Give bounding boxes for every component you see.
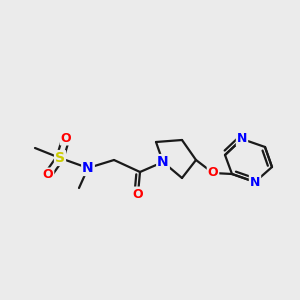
Text: N: N [82,161,94,175]
Text: O: O [133,188,143,200]
Text: O: O [43,169,53,182]
Text: S: S [55,151,65,165]
Text: N: N [157,155,169,169]
Text: N: N [250,176,260,188]
Text: O: O [61,131,71,145]
Text: N: N [237,133,247,146]
Text: O: O [208,167,218,179]
